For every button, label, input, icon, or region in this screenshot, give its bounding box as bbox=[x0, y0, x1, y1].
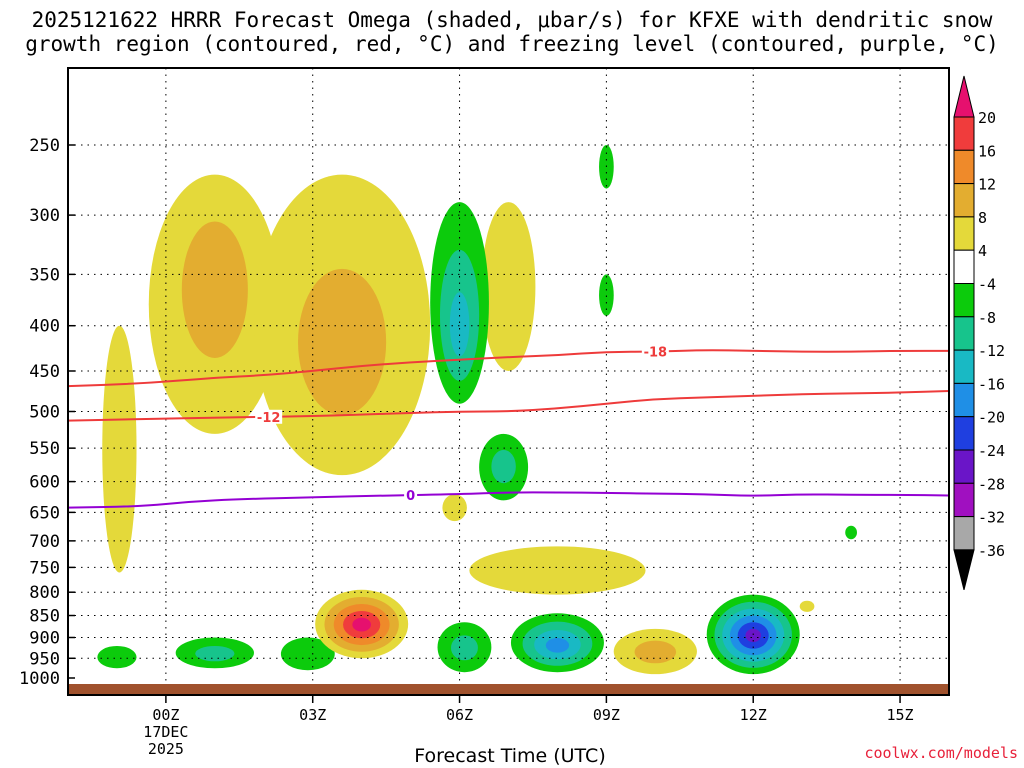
x-tick-label-12-0: 12Z bbox=[740, 706, 767, 724]
contour-labels: -18 -12 0 bbox=[255, 344, 669, 504]
colorbar-over-arrow bbox=[953, 75, 975, 118]
y-tick-label-750: 750 bbox=[29, 558, 60, 578]
omega-cell-2-1 bbox=[298, 268, 387, 416]
colorbar-bin-7 bbox=[953, 349, 975, 384]
omega-cell-7-0 bbox=[469, 546, 646, 595]
omega-cell-19-5 bbox=[745, 628, 761, 643]
omega-cell-5-1 bbox=[491, 449, 516, 484]
colorbar-bin-9 bbox=[953, 416, 975, 451]
freezing-0-label: 0 bbox=[406, 489, 415, 504]
colorbar-label-7: -12 bbox=[978, 342, 1005, 360]
omega-cell-16-1 bbox=[450, 635, 478, 661]
y-tick-label-400: 400 bbox=[29, 317, 60, 337]
x-tick-label-0-0: 00Z bbox=[152, 706, 179, 724]
y-tick-label-850: 850 bbox=[29, 607, 60, 627]
chart-title-line-2: growth region (contoured, red, °C) and f… bbox=[25, 32, 999, 56]
dgz-minus-18-line bbox=[68, 349, 949, 388]
colorbar-bin-1 bbox=[953, 149, 975, 185]
freezing-0-line bbox=[68, 491, 949, 509]
colorbar-label-5: -4 bbox=[978, 276, 996, 294]
omega-cell-9-0 bbox=[599, 274, 614, 316]
temperature-contours bbox=[68, 349, 949, 509]
dgz-minus-12-label-bg bbox=[255, 409, 283, 424]
colorbar-label-10: -24 bbox=[978, 442, 1005, 460]
colorbar-bin-8 bbox=[953, 382, 975, 418]
y-tick-label-800: 800 bbox=[29, 583, 60, 603]
colorbar-bin-11 bbox=[953, 482, 975, 518]
y-tick-label-600: 600 bbox=[29, 473, 60, 493]
x-tick-label-6-0: 06Z bbox=[446, 706, 473, 724]
omega-cell-13-1 bbox=[195, 645, 235, 662]
ground-band bbox=[68, 684, 949, 695]
colorbar-label-13: -36 bbox=[978, 542, 1005, 560]
dgz-minus-12-label: -12 bbox=[257, 411, 281, 426]
colorbar-label-2: 12 bbox=[978, 176, 996, 194]
colorbar-bin-0 bbox=[953, 116, 975, 151]
colorbar: 20 16 12 8 4 -4 -8 -12 -16 -20 -24 -28 -32 -36 bbox=[953, 75, 1005, 591]
omega-cell-6-0 bbox=[442, 494, 467, 522]
x-tick-label-15-0: 15Z bbox=[887, 706, 914, 724]
y-tick-label-500: 500 bbox=[29, 403, 60, 423]
colorbar-bin-4 bbox=[953, 249, 975, 284]
plot-frame bbox=[67, 67, 950, 696]
dgz-minus-18-label: -18 bbox=[644, 346, 668, 361]
omega-cell-1-1 bbox=[181, 221, 248, 358]
y-tick-label-250: 250 bbox=[29, 136, 60, 156]
y-tick-label-550: 550 bbox=[29, 439, 60, 459]
colorbar-label-9: -20 bbox=[978, 409, 1005, 427]
omega-cell-12-0 bbox=[97, 645, 137, 669]
y-tick-label-350: 350 bbox=[29, 265, 60, 285]
dgz-minus-18-label-bg bbox=[641, 344, 669, 359]
y-tick-label-950: 950 bbox=[29, 649, 60, 669]
colorbar-label-0: 20 bbox=[978, 109, 996, 127]
colorbar-bin-10 bbox=[953, 449, 975, 484]
colorbar-label-11: -28 bbox=[978, 475, 1005, 493]
y-tick-label-1000: 1000 bbox=[19, 669, 60, 689]
omega-cell-3-0 bbox=[481, 202, 536, 371]
y-tick-label-300: 300 bbox=[29, 206, 60, 226]
omega-cell-4-2 bbox=[449, 292, 470, 357]
x-tick-label-3-0: 03Z bbox=[299, 706, 326, 724]
y-tick-label-900: 900 bbox=[29, 628, 60, 648]
x-tick-label-0-2: 2025 bbox=[148, 740, 184, 758]
y-tick-label-450: 450 bbox=[29, 362, 60, 382]
omega-cell-14-0 bbox=[280, 637, 335, 671]
omega-cell-0-0 bbox=[102, 325, 137, 573]
colorbar-label-4: 4 bbox=[978, 242, 987, 260]
x-tick-label-9-0: 09Z bbox=[593, 706, 620, 724]
omega-cell-15-4 bbox=[352, 617, 371, 632]
chart-title-line-1: 2025121622 HRRR Forecast Omega (shaded, … bbox=[31, 8, 993, 32]
colorbar-under-arrow bbox=[953, 549, 975, 591]
freezing-0-label-bg bbox=[404, 488, 418, 503]
x-tick-label-0-1: 17DEC bbox=[143, 723, 188, 741]
colorbar-label-8: -16 bbox=[978, 375, 1005, 393]
y-axis: 2503003504004505005506006507007508008509… bbox=[19, 136, 75, 689]
colorbar-label-3: 8 bbox=[978, 209, 987, 227]
colorbar-label-12: -32 bbox=[978, 509, 1005, 527]
colorbar-bin-2 bbox=[953, 183, 975, 218]
colorbar-bin-3 bbox=[953, 216, 975, 251]
omega-cell-10-0 bbox=[845, 525, 857, 540]
x-axis-title: Forecast Time (UTC) bbox=[414, 745, 606, 767]
omega-cell-11-0 bbox=[799, 600, 815, 612]
credit-text: coolwx.com/models bbox=[864, 744, 1018, 762]
colorbar-bin-12 bbox=[953, 516, 975, 551]
y-tick-label-650: 650 bbox=[29, 503, 60, 523]
colorbar-bin-6 bbox=[953, 316, 975, 351]
dgz-minus-12-line bbox=[68, 389, 949, 422]
colorbar-label-6: -8 bbox=[978, 309, 996, 327]
omega-cell-17-3 bbox=[545, 638, 570, 653]
omega-shading bbox=[97, 145, 857, 675]
y-tick-label-700: 700 bbox=[29, 532, 60, 552]
colorbar-label-1: 16 bbox=[978, 142, 996, 160]
colorbar-bin-5 bbox=[953, 283, 975, 318]
omega-cell-18-1 bbox=[634, 640, 677, 664]
